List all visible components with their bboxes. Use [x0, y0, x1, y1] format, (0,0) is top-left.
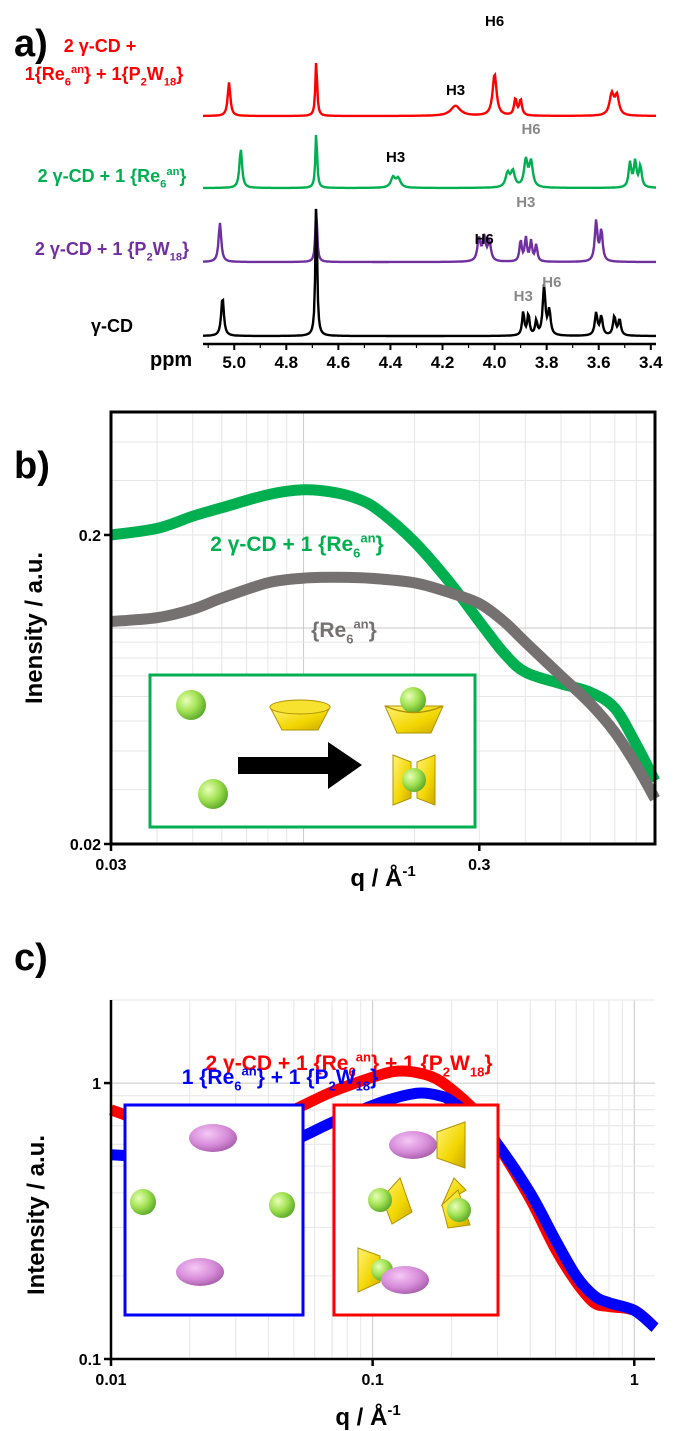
- panel-c-xlabel: q / Å-1: [335, 1402, 400, 1431]
- two-cones-with-sphere-icon: [392, 754, 436, 806]
- pink-ellipsoid-icon: [381, 1266, 429, 1294]
- green-sphere-icon: [130, 1189, 156, 1215]
- x-tick-label: 1: [630, 1372, 639, 1389]
- panel-a: a) 2 γ-CD + 1{Re6an} + 1{P2W18} 2 γ-CD + 1…: [14, 13, 663, 372]
- green-sphere-icon: [198, 779, 228, 809]
- green-sphere-icon: [269, 1192, 295, 1218]
- panel-b-series-labels: 2 γ-CD + 1 {Re6an} {Re6an}: [210, 531, 384, 647]
- ppm-tick-label: 5.0: [222, 353, 246, 372]
- ppm-tick-label: 4.0: [483, 353, 507, 372]
- x-tick-label: 0.3: [468, 857, 490, 874]
- x-tick-label: 0.1: [362, 1372, 384, 1389]
- ppm-tick-label: 4.2: [431, 353, 455, 372]
- panel-c-series-labels: 2 γ-CD + 1 {Re6an} + 1 {P2W18}1 {Re6an} …: [182, 1050, 493, 1094]
- nmr-spectrum-line: [203, 62, 656, 118]
- nmr-spectra: [202, 62, 656, 338]
- nmr-peak-annotations: H3 H6 H3 H6 H6 H3 H3 H6: [386, 13, 561, 305]
- cone-with-sphere-icon: [384, 687, 444, 734]
- yellow-cone-icon: [269, 699, 331, 731]
- y-tick-label: 1: [92, 1076, 101, 1093]
- series-label: 2 γ-CD + 1 {P2W18}: [35, 239, 189, 263]
- series-label: 2 γ-CD + 1 {Re6an} + 1 {P2W18}: [206, 1050, 493, 1080]
- series-label: γ-CD: [91, 316, 133, 336]
- peak-annotation: H3: [386, 149, 405, 166]
- data-series-line: [110, 484, 660, 784]
- panel-b-series: [110, 484, 660, 802]
- series-label: 1 {Re6an} + 1 {P2W18}: [182, 1064, 379, 1094]
- peak-annotation: H6: [542, 274, 561, 291]
- ppm-tick-label: 4.8: [274, 353, 298, 372]
- cone-with-sphere-icon: [368, 1177, 413, 1225]
- y-tick-label: 0.2: [79, 528, 101, 545]
- arrow-icon: [238, 742, 362, 789]
- nmr-spectrum-line: [203, 208, 656, 338]
- ppm-axis: ppm 5.0 4.8 4.6 4.4 4.2 4.0 3.8 3.6 3.4: [150, 342, 663, 372]
- green-sphere-icon: [176, 690, 206, 720]
- peak-annotation: H6: [521, 121, 540, 138]
- panel-c-ticks: 0.01 0.1 1 1 0.1: [79, 1000, 655, 1389]
- ppm-tick-label: 3.6: [587, 353, 611, 372]
- ppm-tick-label: 4.4: [379, 353, 403, 372]
- panel-a-letter: a): [14, 23, 48, 65]
- panel-b-ticks: 0.03 0.3 0.2 0.02: [70, 528, 491, 874]
- panel-b-letter: b): [14, 445, 50, 487]
- nmr-spectrum-line: [202, 208, 656, 264]
- ppm-tick-label: 3.4: [639, 353, 663, 372]
- cone-with-sphere-icon: [440, 1177, 471, 1229]
- series-label: {Re6an}: [311, 617, 377, 647]
- panel-c-letter: c): [14, 937, 48, 979]
- panel-c-inset-left: [123, 1103, 305, 1317]
- y-tick-label: 0.1: [79, 1352, 101, 1369]
- pink-ellipsoid-icon: [176, 1258, 224, 1286]
- series-label: 2 γ-CD +: [64, 36, 137, 56]
- cone-icon: [436, 1121, 466, 1169]
- peak-annotation: H6: [485, 13, 504, 30]
- peak-annotation: H3: [516, 194, 535, 211]
- y-tick-label: 0.02: [70, 837, 101, 854]
- peak-annotation: H3: [514, 288, 533, 305]
- pink-ellipsoid-icon: [389, 1131, 437, 1159]
- panel-b-plot-frame: [109, 410, 657, 846]
- panel-b-xlabel: q / Å-1: [350, 863, 415, 892]
- x-tick-label: 0.03: [95, 857, 126, 874]
- panel-b-ylabel: Inensity / a.u.: [21, 552, 48, 704]
- panel-c-ylabel: Intensity / a.u.: [23, 1135, 50, 1295]
- peak-annotation: H3: [446, 82, 465, 99]
- peak-annotation: H6: [475, 231, 494, 248]
- data-series-line: [110, 571, 660, 802]
- nmr-spectrum-line: [203, 134, 656, 190]
- ppm-axis-label: ppm: [150, 349, 192, 371]
- ppm-tick-label: 3.8: [535, 353, 559, 372]
- panel-c-inset-right: [332, 1103, 500, 1317]
- panel-b-inset: [148, 673, 477, 829]
- x-tick-label: 0.01: [95, 1372, 126, 1389]
- pink-ellipsoid-icon: [189, 1124, 237, 1152]
- panel-b: b) 0.03 0.3 0.2 0.02 2 γ-CD + 1 {Re6an} {Re6…: [14, 410, 660, 892]
- series-label: 2 γ-CD + 1 {Re6an}: [38, 166, 187, 191]
- ppm-tick-label: 4.6: [327, 353, 351, 372]
- series-label: 2 γ-CD + 1 {Re6an}: [210, 531, 384, 561]
- panel-c: c) 0.01 0.1 1 1 0.1 2 γ-CD + 1 {Re6an} + 1 {…: [14, 937, 659, 1431]
- nmr-series-labels: 2 γ-CD + 1{Re6an} + 1{P2W18} 2 γ-CD + 1 {R…: [25, 36, 189, 336]
- series-label: 1{Re6an} + 1{P2W18}: [25, 64, 183, 89]
